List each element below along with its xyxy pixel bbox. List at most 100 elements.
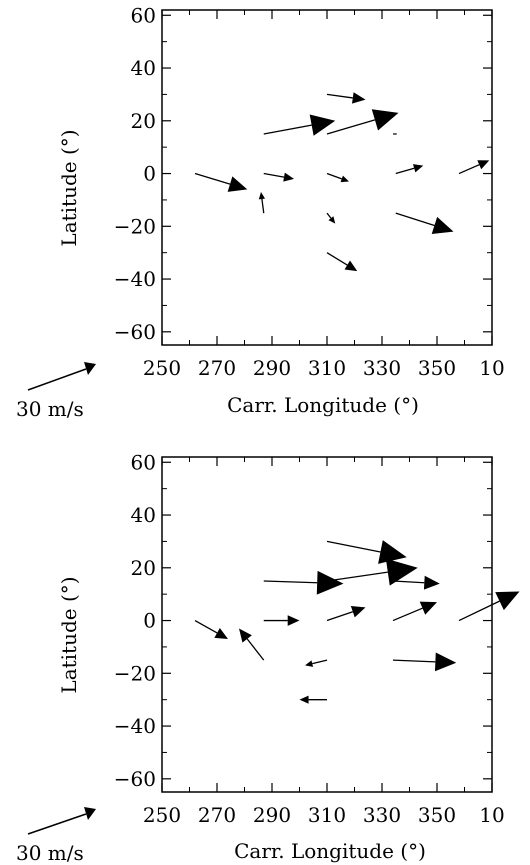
arrow-shaft [326,611,354,622]
scale-arrow-shaft [27,813,87,835]
arrow-shaft [312,659,328,665]
y-tick-label: 0 [143,162,156,186]
vector-arrow [395,164,424,175]
arrow-head [227,176,248,192]
vector-arrow [305,659,328,667]
vector-arrows [194,92,490,272]
vector-arrow [326,92,366,104]
x-tick-label: 10 [479,356,504,380]
scale-label: 30 m/s [16,397,84,421]
x-tick-label: 330 [363,356,401,380]
arrow-head [350,605,366,618]
vector-arrow [395,212,454,235]
arrow-shaft [194,172,231,185]
x-ticks: 250 270 290 310 330 350 10 [143,457,505,827]
y-tick-label: −20 [114,214,156,238]
arrow-head [352,92,366,104]
arrow-shaft [458,600,500,622]
x-tick-label: 270 [198,803,236,827]
x-ticks: 250 270 290 310 330 350 10 [143,10,505,380]
arrow-head [214,628,228,640]
vector-arrow [392,652,457,672]
vector-arrow [239,628,265,661]
y-tick-label: 60 [131,3,156,27]
arrow-shaft [458,164,480,175]
arrow-shaft [392,580,425,584]
arrow-head [419,601,437,615]
vector-arrow [263,615,300,626]
y-tick-label: 60 [131,450,156,474]
y-axis-label: Latitude (°) [57,576,81,693]
arrow-shaft [395,212,435,227]
vector-arrow [299,695,327,704]
x-axis-label: Carr. Longitude (°) [227,393,419,417]
plot-frame [161,9,493,346]
vector-arrow [392,601,437,622]
arrow-head [378,540,407,564]
scale-arrow-shaft [27,368,87,391]
x-tick-label: 290 [253,356,291,380]
arrow-head [495,591,520,611]
arrow-shaft [263,580,318,584]
arrow-shaft [246,638,265,661]
y-ticks: 60 40 20 0 −20 −40 −60 [114,3,492,344]
vector-arrow [458,160,490,175]
plot-frame [161,456,493,793]
y-tick-label: −40 [114,714,156,738]
arrow-head [340,175,349,183]
arrow-head [328,216,336,224]
arrow-head [431,216,454,235]
y-tick-label: −60 [114,767,156,791]
x-tick-label: 350 [418,803,456,827]
y-tick-label: 40 [131,56,156,80]
arrow-shaft [326,252,348,266]
arrow-shaft [392,607,423,622]
vector-arrow [194,172,248,192]
y-tick-label: 0 [143,609,156,633]
scale-label: 30 m/s [16,841,84,865]
y-tick-label: −20 [114,661,156,685]
vector-arrow [194,619,228,640]
arrow-head [423,575,440,590]
y-tick-label: 20 [131,109,156,133]
vector-arrow [326,540,407,564]
arrow-shaft [263,172,285,178]
arrow-shaft [261,198,265,214]
arrow-shaft [326,540,381,553]
y-ticks: 60 40 20 0 −20 −40 −60 [114,450,492,791]
x-tick-label: 350 [418,356,456,380]
vector-arrow [263,172,294,182]
top-panel: 60 40 20 0 −20 −40 −60 250 270 290 310 330 350 10 La… [16,3,505,421]
vector-arrow [326,605,366,622]
vector-arrow [458,591,520,622]
arrow-head [477,160,490,170]
vector-arrow [326,558,418,586]
arrow-head [344,260,358,272]
y-axis-label: Latitude (°) [57,129,81,246]
x-axis-label: Carr. Longitude (°) [234,839,426,863]
arrow-head [316,570,344,595]
scale-arrow-head [84,362,96,375]
x-tick-label: 10 [479,803,504,827]
vector-arrow [326,252,358,272]
y-tick-label: −40 [114,267,156,291]
arrow-shaft [395,167,415,175]
vector-arrow [263,114,336,136]
arrow-head [299,695,309,704]
arrow-head [258,192,266,200]
arrow-shaft [326,93,353,99]
x-tick-label: 250 [143,356,181,380]
x-tick-label: 290 [253,803,291,827]
bottom-panel: 60 40 20 0 −20 −40 −60 250 270 290 310 330 350 10 La… [16,450,520,865]
vector-arrow [263,570,344,595]
arrow-shaft [326,212,332,219]
vector-arrow [326,212,336,224]
vector-arrow [326,109,399,135]
arrow-head [371,109,399,131]
x-tick-label: 310 [308,803,346,827]
arrow-head [412,164,424,173]
x-tick-label: 250 [143,803,181,827]
arrow-head [239,628,252,643]
x-tick-label: 270 [198,356,236,380]
